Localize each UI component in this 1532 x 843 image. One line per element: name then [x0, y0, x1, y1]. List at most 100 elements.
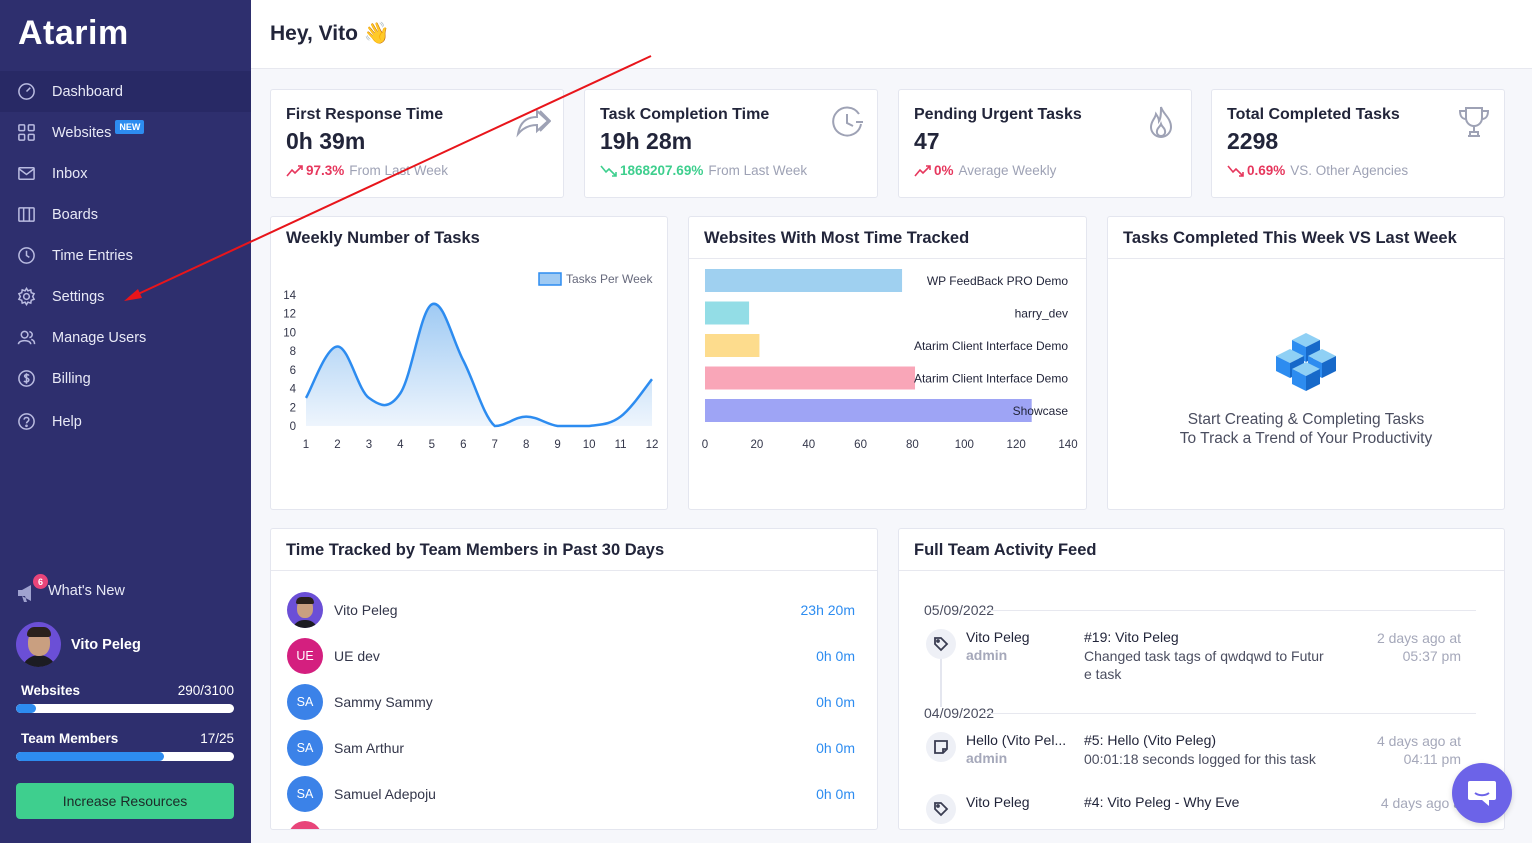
bar-0[interactable]: [705, 269, 903, 292]
bar-4[interactable]: [705, 399, 1032, 422]
chat-widget-button[interactable]: [1452, 763, 1512, 823]
dashboard-icon: [16, 82, 36, 102]
stat-footer: 0.69% VS. Other Agencies: [1227, 163, 1408, 178]
bar-3[interactable]: [705, 366, 916, 390]
stat-percent: 0.69%: [1247, 163, 1286, 178]
avatar: [288, 821, 322, 829]
sidebar-item-label: Settings: [52, 288, 105, 305]
team-members-meter-label: Team Members: [21, 731, 119, 746]
trend-up-icon: [1227, 164, 1244, 177]
feed-task-link[interactable]: #5: Hello (Vito Peleg): [1084, 732, 1217, 748]
help-icon: [16, 412, 36, 432]
tag-icon: [926, 629, 956, 659]
x-tick-label: 7: [492, 439, 498, 451]
user-profile[interactable]: Vito Peleg: [16, 622, 141, 667]
x-tick-label: 5: [429, 439, 435, 451]
team-members-meter-value: 17/25: [200, 731, 234, 746]
page-greeting: Hey, Vito 👋: [270, 22, 390, 46]
team-member-row[interactable]: SA Sam Arthur 0h 0m: [287, 730, 855, 766]
team-member-name: Sammy Sammy: [334, 694, 433, 710]
stat-title: Pending Urgent Tasks: [914, 106, 1082, 123]
whats-new-count-badge: 6: [33, 574, 48, 589]
y-tick-label: 4: [290, 384, 297, 396]
feed-description: 00:01:18 seconds logged for this task: [1084, 751, 1316, 767]
stat-note: VS. Other Agencies: [1290, 163, 1409, 178]
trend-up-icon: [286, 164, 303, 177]
increase-resources-button[interactable]: Increase Resources: [16, 783, 234, 819]
bar-2[interactable]: [705, 334, 760, 357]
y-tick-label: 10: [283, 327, 296, 339]
whats-new-link[interactable]: 6 What's New: [16, 574, 125, 602]
x-tick-label: 11: [615, 439, 627, 451]
bar-category-label: Showcase: [1013, 404, 1069, 418]
bar-category-label: Atarim Client Interface Demo: [914, 339, 1068, 353]
team-member-row[interactable]: UE UE dev 0h 0m: [287, 638, 855, 674]
x-tick-label: 140: [1058, 439, 1077, 451]
sidebar-item-help[interactable]: Help: [0, 401, 251, 442]
bar-1[interactable]: [705, 301, 750, 325]
trend-up-icon: [914, 164, 931, 177]
feed-role: admin: [966, 750, 1008, 766]
y-tick-label: 12: [283, 309, 296, 321]
team-member-row[interactable]: SA Sammy Sammy 0h 0m: [287, 684, 855, 720]
x-tick-label: 12: [646, 439, 659, 451]
sidebar-item-dashboard[interactable]: Dashboard: [0, 71, 251, 112]
atarim-logo[interactable]: Atarim: [18, 14, 129, 52]
feed-user[interactable]: Vito Peleg: [966, 794, 1030, 810]
avatar: [287, 592, 323, 628]
websites-meter-value: 290/3100: [177, 683, 234, 698]
chart-legend: Tasks Per Week: [538, 272, 653, 286]
sidebar-item-manage-users[interactable]: Manage Users: [0, 317, 251, 358]
legend-swatch: [538, 272, 562, 286]
team-member-name: Samuel Adepoju: [334, 786, 436, 802]
feed-date: 04/09/2022: [924, 705, 995, 721]
stat-value: 19h 28m: [600, 128, 693, 154]
tag-icon: [926, 794, 956, 824]
y-tick-label: 8: [290, 346, 296, 358]
websites-progress-fill: [16, 704, 37, 713]
boards-icon: [16, 205, 36, 225]
x-tick-label: 3: [366, 439, 372, 451]
feed-timestamp: 4 days ago at 04:11 pm: [1376, 733, 1461, 767]
trend-down-icon: [600, 164, 617, 177]
avatar: SA: [287, 684, 323, 720]
bar-category-label: harry_dev: [1015, 307, 1068, 321]
feed-task-link[interactable]: #19: Vito Peleg: [1084, 629, 1179, 645]
panel-divider: [271, 570, 877, 571]
waving-hand-emoji: 👋: [363, 22, 390, 45]
bar-category-label: WP FeedBack PRO Demo: [927, 274, 1068, 288]
sidebar-item-label: Dashboard: [52, 83, 123, 100]
megaphone-icon: 6: [16, 574, 48, 602]
feed-task-link[interactable]: #4: Vito Peleg - Why Eve: [1084, 794, 1240, 810]
team-member-row[interactable]: Vito Peleg 23h 20m: [287, 592, 855, 628]
team-member-time: 0h 0m: [816, 648, 855, 664]
panel-title: Full Team Activity Feed: [914, 541, 1097, 559]
x-tick-label: 20: [750, 439, 763, 451]
team-members-meter: Team Members 17/25: [16, 731, 234, 761]
feed-user[interactable]: Vito Peleg: [966, 629, 1030, 645]
area-fill: [306, 303, 652, 426]
stat-value: 2298: [1227, 128, 1279, 154]
sidebar-item-time-entries[interactable]: Time Entries: [0, 235, 251, 276]
sidebar-item-settings[interactable]: Settings: [0, 276, 251, 317]
stat-percent: 97.3%: [306, 163, 345, 178]
sidebar-item-label: Help: [52, 413, 82, 430]
sidebar-item-websites[interactable]: Websites NEW: [0, 112, 251, 153]
avatar: [16, 622, 61, 667]
sidebar-item-label: Inbox: [52, 165, 88, 182]
sidebar-item-boards[interactable]: Boards: [0, 194, 251, 235]
dollar-icon: [16, 369, 36, 389]
feed-role: admin: [966, 647, 1008, 663]
greeting-text: Hey, Vito: [270, 22, 358, 45]
team-member-row[interactable]: SA Samuel Adepoju 0h 0m: [287, 776, 855, 812]
stat-note: From Last Week: [349, 163, 449, 178]
sidebar-item-billing[interactable]: Billing: [0, 358, 251, 399]
clock-icon: [16, 246, 36, 266]
sidebar-item-inbox[interactable]: Inbox: [0, 153, 251, 194]
stat-note: From Last Week: [708, 163, 808, 178]
websites-meter: Websites 290/3100: [16, 683, 234, 713]
empty-state-message: Start Creating & Completing Tasks To Tra…: [1108, 410, 1504, 448]
legend-label: Tasks Per Week: [566, 272, 653, 286]
feed-user[interactable]: Hello (Vito Pel...: [966, 732, 1067, 748]
x-tick-label: 80: [906, 439, 919, 451]
